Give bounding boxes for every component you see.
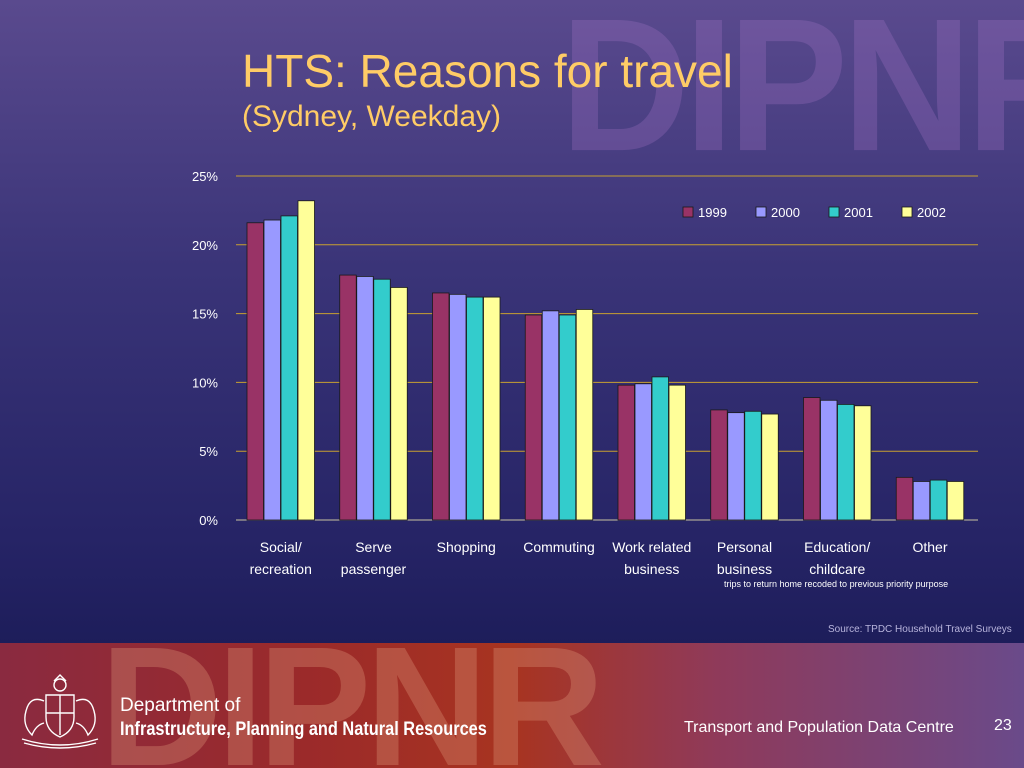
chart-note: trips to return home recoded to previous… [724,579,949,589]
bar [803,397,821,521]
bar [837,404,855,521]
bar [651,376,669,521]
x-category-label: Other [912,539,947,555]
bar [263,219,281,521]
y-tick-label: 0% [199,513,218,528]
legend-swatch [828,206,840,218]
data-centre-name: Transport and Population Data Centre [684,719,954,736]
legend-swatch [755,206,767,218]
x-category-label: passenger [341,561,407,577]
x-category-label: Work related [612,539,691,555]
legend-swatch [682,206,694,218]
bar [246,222,264,521]
bar [895,476,914,521]
x-category-label: Serve [355,539,392,555]
slide-title: HTS: Reasons for travel [242,45,733,97]
y-tick-label: 25% [192,169,218,184]
y-tick-label: 20% [192,238,218,253]
coat-of-arms-icon [21,674,99,749]
bar [524,314,543,521]
legend-label: 2001 [844,205,873,220]
x-category-label: Shopping [437,539,496,555]
bar [634,383,652,521]
bar [820,399,838,521]
bar [617,384,635,521]
bar [575,309,594,521]
x-category-label: Personal [717,539,772,555]
department-line1: Department of [120,695,241,716]
x-category-label: Education/ [804,539,870,555]
y-tick-label: 10% [192,375,218,390]
bar [929,479,948,521]
bar [297,200,315,521]
x-category-label: business [717,561,772,577]
bar [432,292,450,521]
bar [668,384,686,521]
page-number: 23 [994,717,1012,734]
source-text: Source: TPDC Household Travel Surveys [828,624,1012,635]
legend-swatch [901,206,913,218]
bar [541,310,560,521]
bar [466,296,484,521]
footer-banner: DIPNR Department of Infrastructure, Plan… [0,643,1024,768]
bar [946,481,965,521]
bar [373,278,391,521]
x-category-label: recreation [250,561,312,577]
bar [558,314,577,521]
bar [854,405,872,521]
legend-label: 2002 [917,205,946,220]
bar [356,276,374,521]
x-category-label: Commuting [523,539,595,555]
footer-watermark: DIPNR [100,643,605,768]
x-category-label: childcare [809,561,865,577]
legend-label: 1999 [698,205,727,220]
y-tick-label: 5% [199,444,218,459]
bar-chart: 0% 5% 10% 15% 20% 25% Social/recreation Serve pa… [192,169,978,577]
bar [727,412,745,521]
bar [339,274,357,521]
slide-subtitle: (Sydney, Weekday) [242,100,501,133]
watermark-text: DIPNR [560,0,1024,192]
bar [744,410,762,521]
bar [710,409,728,521]
bar [761,413,779,521]
legend-label: 2000 [771,205,800,220]
bar [280,215,298,521]
y-tick-label: 15% [192,307,218,322]
bar [449,293,467,521]
bar [390,287,408,521]
x-category-label: business [624,561,679,577]
bar [912,481,931,521]
x-category-label: Social/ [260,539,302,555]
department-name: Infrastructure, Planning and Natural Res… [120,719,487,740]
bar [483,296,501,521]
